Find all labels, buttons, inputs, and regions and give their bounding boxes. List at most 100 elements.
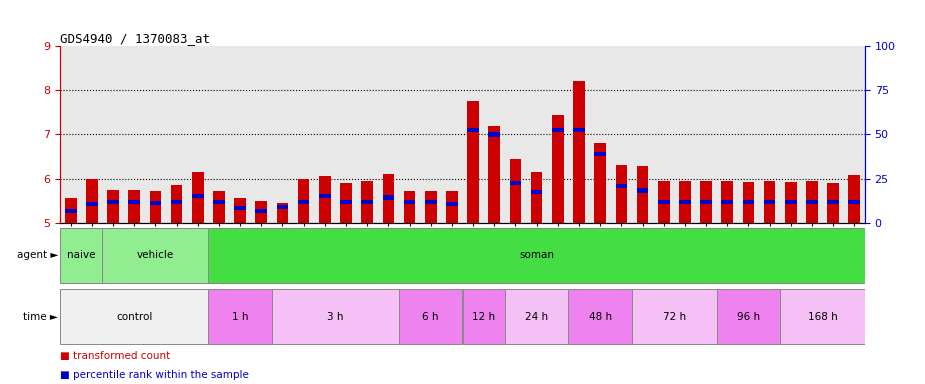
- Bar: [60, 289, 208, 344]
- Bar: [192, 194, 204, 199]
- Bar: [806, 181, 818, 223]
- Bar: [568, 289, 632, 344]
- Bar: [107, 190, 119, 223]
- Bar: [658, 181, 670, 223]
- Bar: [467, 128, 479, 132]
- Bar: [743, 182, 754, 223]
- Bar: [213, 200, 225, 204]
- Bar: [340, 183, 352, 223]
- Text: ■ transformed count: ■ transformed count: [60, 351, 170, 361]
- Bar: [107, 200, 119, 204]
- Text: 168 h: 168 h: [808, 312, 837, 322]
- Bar: [658, 200, 670, 204]
- Bar: [764, 181, 775, 223]
- Bar: [636, 188, 648, 193]
- Text: agent ►: agent ►: [17, 250, 58, 260]
- Bar: [362, 181, 373, 223]
- Bar: [86, 179, 98, 223]
- Bar: [848, 175, 860, 223]
- Bar: [234, 206, 246, 210]
- Bar: [510, 181, 522, 185]
- Bar: [722, 200, 733, 204]
- Bar: [319, 176, 330, 223]
- Bar: [848, 200, 860, 204]
- Bar: [717, 289, 780, 344]
- Bar: [531, 190, 542, 194]
- Text: 12 h: 12 h: [472, 312, 495, 322]
- Bar: [780, 289, 865, 344]
- Bar: [65, 209, 77, 213]
- Bar: [722, 181, 733, 223]
- Text: 1 h: 1 h: [232, 312, 249, 322]
- Bar: [488, 126, 500, 223]
- Bar: [403, 200, 415, 204]
- Bar: [150, 200, 161, 205]
- Bar: [574, 128, 585, 132]
- Bar: [234, 199, 246, 223]
- Bar: [340, 200, 352, 204]
- Bar: [552, 128, 563, 132]
- Bar: [615, 166, 627, 223]
- Bar: [700, 181, 712, 223]
- Bar: [425, 200, 437, 204]
- Bar: [574, 81, 585, 223]
- Bar: [60, 228, 103, 283]
- Text: GDS4940 / 1370083_at: GDS4940 / 1370083_at: [60, 32, 210, 45]
- Text: soman: soman: [519, 250, 554, 260]
- Text: naive: naive: [67, 250, 95, 260]
- Bar: [272, 289, 399, 344]
- Bar: [208, 228, 865, 283]
- Bar: [362, 200, 373, 204]
- Text: 96 h: 96 h: [737, 312, 760, 322]
- Bar: [192, 172, 204, 223]
- Bar: [632, 289, 717, 344]
- Text: time ►: time ►: [23, 312, 58, 322]
- Bar: [103, 228, 208, 283]
- Text: 6 h: 6 h: [423, 312, 439, 322]
- Bar: [255, 200, 267, 223]
- Bar: [679, 181, 691, 223]
- Bar: [636, 166, 648, 223]
- Bar: [403, 191, 415, 223]
- Bar: [462, 289, 505, 344]
- Bar: [679, 200, 691, 204]
- Bar: [129, 190, 140, 223]
- Text: ■ percentile rank within the sample: ■ percentile rank within the sample: [60, 370, 249, 380]
- Bar: [399, 289, 462, 344]
- Bar: [531, 172, 542, 223]
- Bar: [467, 101, 479, 223]
- Bar: [65, 199, 77, 223]
- Text: 3 h: 3 h: [327, 312, 344, 322]
- Bar: [764, 200, 775, 204]
- Text: 72 h: 72 h: [662, 312, 685, 322]
- Bar: [277, 205, 289, 210]
- Bar: [446, 202, 458, 206]
- Bar: [827, 200, 839, 204]
- Bar: [255, 209, 267, 213]
- Bar: [298, 179, 310, 223]
- Bar: [615, 184, 627, 188]
- Bar: [595, 152, 606, 157]
- Bar: [505, 289, 568, 344]
- Text: vehicle: vehicle: [137, 250, 174, 260]
- Bar: [208, 289, 272, 344]
- Bar: [827, 183, 839, 223]
- Bar: [383, 195, 394, 200]
- Bar: [785, 182, 796, 223]
- Bar: [150, 191, 161, 223]
- Bar: [129, 200, 140, 204]
- Bar: [213, 191, 225, 223]
- Bar: [700, 200, 712, 204]
- Bar: [510, 159, 522, 223]
- Bar: [277, 203, 289, 223]
- Bar: [86, 202, 98, 206]
- Bar: [171, 185, 182, 223]
- Bar: [488, 132, 500, 137]
- Bar: [552, 114, 563, 223]
- Bar: [595, 143, 606, 223]
- Text: 48 h: 48 h: [588, 312, 611, 322]
- Bar: [319, 194, 330, 199]
- Bar: [446, 191, 458, 223]
- Bar: [785, 200, 796, 204]
- Text: control: control: [116, 312, 153, 322]
